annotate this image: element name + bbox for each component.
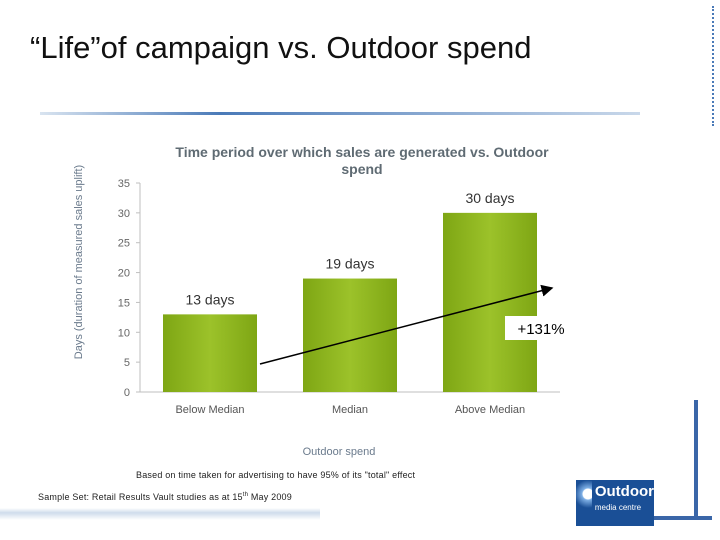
bottom-left-rule xyxy=(0,508,320,520)
x-tick-label: Above Median xyxy=(455,404,525,416)
footnote-effect: Based on time taken for advertising to h… xyxy=(136,470,416,480)
y-tick-label: 20 xyxy=(118,268,130,280)
y-tick-label: 0 xyxy=(124,387,130,399)
logo-globe-icon xyxy=(576,480,592,526)
corner-decoration xyxy=(698,6,714,126)
right-edge-bar xyxy=(694,400,698,520)
y-tick-label: 5 xyxy=(124,357,130,369)
sample-text: Sample Set: Retail Results Vault studies… xyxy=(38,492,243,502)
footnote-sample: Sample Set: Retail Results Vault studies… xyxy=(38,492,292,502)
slide-title: “Life”of campaign vs. Outdoor spend xyxy=(30,30,532,65)
chart-title-line1: Time period over which sales are generat… xyxy=(175,144,549,160)
sample-date: May 2009 xyxy=(248,492,292,502)
growth-arrow xyxy=(259,284,554,365)
x-tick-label: Below Median xyxy=(175,404,244,416)
x-axis-label: Outdoor spend xyxy=(303,446,376,458)
y-tick-label: 35 xyxy=(118,178,130,190)
logo-line2: media centre xyxy=(594,503,642,512)
y-axis-label: Days (duration of measured sales uplift) xyxy=(73,165,85,359)
sample-superscript: th xyxy=(242,492,249,498)
chart-title-line2: spend xyxy=(341,161,382,177)
bar xyxy=(163,314,257,392)
y-tick-label: 30 xyxy=(118,208,130,220)
x-tick-label: Median xyxy=(332,404,368,416)
bar-data-label: 13 days xyxy=(185,291,234,307)
bar-data-label: 30 days xyxy=(465,190,514,206)
bar xyxy=(443,212,537,392)
bar-data-label: 19 days xyxy=(325,256,374,272)
annotation-background xyxy=(505,316,569,340)
y-tick-label: 10 xyxy=(118,327,130,339)
bottom-right-rule xyxy=(620,516,712,520)
growth-annotation: +131% xyxy=(517,321,564,338)
chart-title: Time period over which sales are generat… xyxy=(175,144,549,177)
bar xyxy=(303,278,397,392)
outdoor-media-centre-logo: Outdoor media centre xyxy=(576,480,654,526)
logo-line1: Outdoor xyxy=(594,483,654,500)
y-tick-label: 25 xyxy=(118,238,130,250)
y-tick-label: 15 xyxy=(118,297,130,309)
title-underline xyxy=(40,112,640,115)
